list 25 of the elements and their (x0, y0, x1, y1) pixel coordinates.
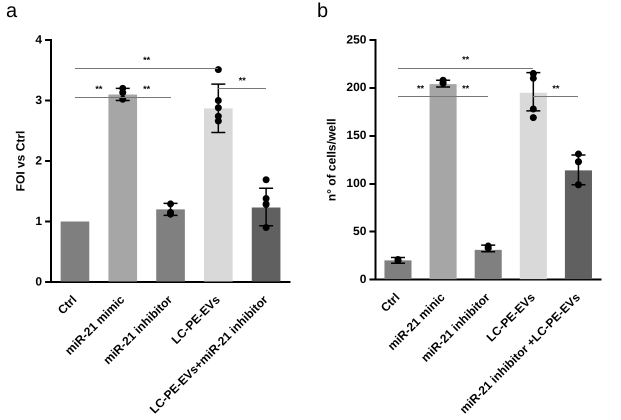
y-tick-label: 250 (346, 32, 367, 46)
annotation: ** (95, 84, 103, 94)
x-tick-label: Ctrl (54, 292, 80, 318)
y-tick-label: 3 (35, 92, 42, 107)
annotation: ** (462, 54, 470, 65)
annotation: ** (143, 54, 151, 65)
y-axis-title: n° of cells/well (324, 118, 339, 202)
annotation: ** (417, 83, 425, 94)
y-tick-label: 4 (35, 32, 42, 46)
y-axis-title: FOI vs Ctrl (14, 130, 28, 192)
annotation: ** (462, 83, 470, 94)
chart-title: a (6, 0, 18, 23)
y-tick-label: 150 (346, 128, 367, 142)
y-tick-label: 0 (360, 272, 367, 286)
y-tick-label: 50 (353, 224, 367, 238)
y-tick-label: 100 (346, 176, 367, 190)
chart-title: b (317, 0, 328, 23)
x-tick-label: Ctrl (378, 290, 402, 315)
y-tick-label: 2 (35, 153, 42, 168)
annotation: ** (143, 84, 151, 94)
annotation: ** (238, 75, 246, 86)
y-tick-label: 0 (35, 274, 42, 288)
annotation: ** (552, 83, 560, 94)
y-tick-label: 1 (35, 214, 42, 228)
y-tick-label: 200 (346, 80, 367, 94)
